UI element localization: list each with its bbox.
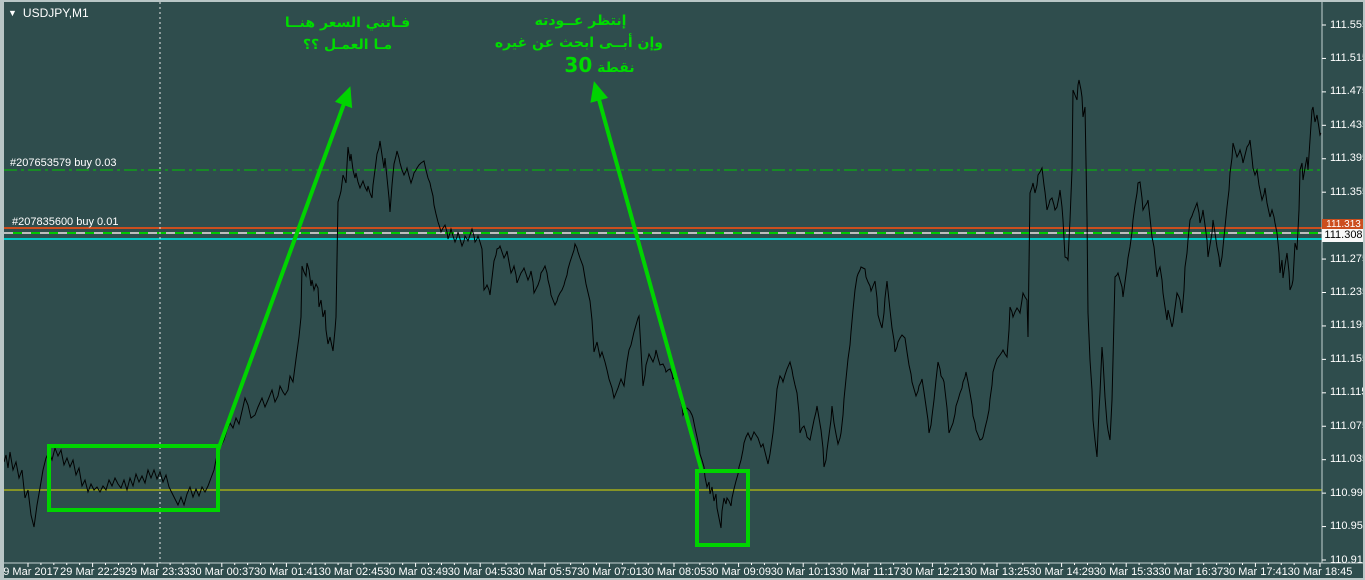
symbol-timeframe-text: USDJPY,M1	[22, 6, 89, 20]
price-axis-label: 111.235	[1330, 286, 1365, 298]
order-label-207653579: #207653579 buy 0.03	[10, 157, 117, 169]
price-axis-label: 110.915	[1330, 553, 1365, 566]
price-axis-label: 111.515	[1330, 51, 1365, 64]
time-axis-label: 30 Mar 03:49	[383, 566, 449, 578]
highlight-rect-bottom-low	[695, 469, 750, 547]
time-axis-label: 30 Mar 15:33	[1093, 566, 1159, 578]
symbol-label: ▼ USDJPY,M1	[8, 6, 89, 20]
time-axis-label: 30 Mar 08:05	[641, 566, 707, 578]
window-border-right	[1363, 0, 1365, 580]
time-axis-label: 30 Mar 11:17	[835, 566, 900, 578]
price-axis-label: 111.075	[1330, 419, 1365, 432]
price-axis-label: 111.395	[1330, 152, 1365, 165]
time-axis-label: 30 Mar 02:45	[318, 566, 384, 578]
price-axis-label: 111.155	[1330, 352, 1365, 365]
price-axis[interactable]: 111.555 111.515 111.475 111.435 111.395 111.3…	[1322, 2, 1365, 566]
price-axis-label: 111.275	[1330, 252, 1365, 265]
price-axis-label: 111.475	[1330, 85, 1365, 98]
price-axis-label: 111.435	[1330, 118, 1365, 131]
arrow-missed-price	[216, 86, 353, 451]
window-border-top	[0, 0, 1365, 2]
time-axis-label: 30 Mar 18:45	[1287, 566, 1353, 578]
time-axis-label: 30 Mar 07:01	[576, 566, 642, 578]
ask-price-box: 111.313	[1322, 219, 1365, 229]
annotation-missed-price: فـاتني السعر هنــا مـا العمـل ؟؟	[265, 12, 430, 56]
time-axis-label: 29 Mar 2017	[0, 566, 59, 578]
time-axis-label: 30 Mar 04:53	[447, 566, 513, 578]
time-axis-label: 30 Mar 00:37	[189, 566, 255, 578]
annotation-wait-return-line3: نقطة 30	[564, 53, 635, 77]
annotation-wait-return-line1: إنتظر عــودته	[534, 13, 627, 29]
time-axis-label: 29 Mar 22:29	[60, 566, 126, 578]
price-axis-label: 111.115	[1330, 386, 1365, 399]
time-axis-label: 30 Mar 12:21	[899, 566, 965, 578]
highlight-rect-left-range	[47, 444, 220, 512]
chevron-down-icon[interactable]: ▼	[8, 8, 17, 18]
time-axis-label: 30 Mar 09:09	[706, 566, 772, 578]
time-axis-label: 30 Mar 05:57	[512, 566, 578, 578]
price-line	[4, 79, 1322, 529]
price-axis-label: 110.995	[1330, 486, 1365, 499]
price-axis-label: 111.555	[1330, 18, 1365, 31]
time-axis-label: 30 Mar 10:13	[770, 566, 836, 578]
annotation-wait-return: إنتظر عــودته وإن أبــى ابحث عن غيره نقط…	[494, 10, 663, 79]
order-label-207835600: #207835600 buy 0.01	[12, 216, 119, 228]
annotation-missed-price-line2: مـا العمـل ؟؟	[302, 37, 393, 53]
annotation-wait-return-line2: وإن أبــى ابحث عن غيره	[494, 35, 663, 51]
window-border-left	[0, 0, 4, 580]
time-axis[interactable]: 29 Mar 2017 29 Mar 22:29 29 Mar 23:33 30 Ma…	[0, 563, 1365, 578]
time-axis-label: 30 Mar 14:29	[1029, 566, 1095, 578]
time-axis-label: 30 Mar 16:37	[1158, 566, 1224, 578]
arrow-wait-return	[590, 81, 704, 473]
price-axis-label: 110.955	[1330, 520, 1365, 533]
bid-price-box: 111.308	[1322, 229, 1365, 242]
price-axis-label: 111.035	[1330, 453, 1365, 466]
annotation-missed-price-line1: فـاتني السعر هنــا	[284, 15, 411, 31]
time-axis-label: 30 Mar 17:41	[1222, 566, 1288, 578]
time-axis-label: 30 Mar 13:25	[964, 566, 1030, 578]
price-axis-label: 111.195	[1330, 319, 1365, 332]
window-border-bottom	[0, 578, 1365, 580]
price-axis-label: 111.355	[1330, 185, 1365, 198]
annotation-points-number: 30	[564, 53, 593, 77]
time-axis-label: 30 Mar 01:41	[253, 566, 319, 578]
time-axis-label: 29 Mar 23:33	[124, 566, 190, 578]
